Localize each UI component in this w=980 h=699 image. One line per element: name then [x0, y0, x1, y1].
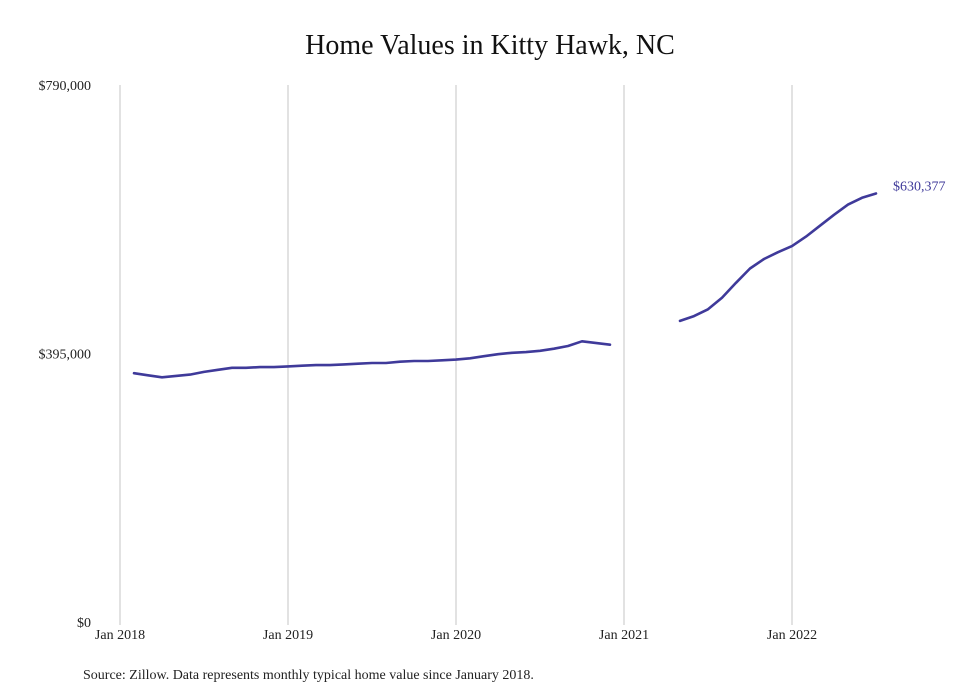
source-note: Source: Zillow. Data represents monthly … [83, 668, 534, 683]
end-label-layer: $630,377 [893, 180, 946, 195]
series-line-segment [132, 340, 612, 379]
series-line-segment [678, 192, 878, 323]
y-tick-label: $0 [77, 616, 91, 631]
series-lines [132, 192, 878, 379]
x-axis-ticks: Jan 2018 Jan 2019 Jan 2020 Jan 2021 Jan 2022 [95, 628, 817, 643]
x-tick-label: Jan 2021 [599, 628, 649, 643]
x-tick-label: Jan 2022 [767, 628, 817, 643]
grid-layer [119, 85, 793, 625]
x-tick-label: Jan 2020 [431, 628, 481, 643]
x-tick-label: Jan 2019 [263, 628, 313, 643]
chart-title: Home Values in Kitty Hawk, NC [305, 30, 675, 61]
y-axis-ticks: $0 $395,000 $790,000 [39, 79, 92, 631]
end-value-label: $630,377 [893, 180, 946, 195]
y-tick-label: $395,000 [39, 348, 92, 363]
x-tick-label: Jan 2018 [95, 628, 145, 643]
y-tick-label: $790,000 [39, 79, 92, 94]
